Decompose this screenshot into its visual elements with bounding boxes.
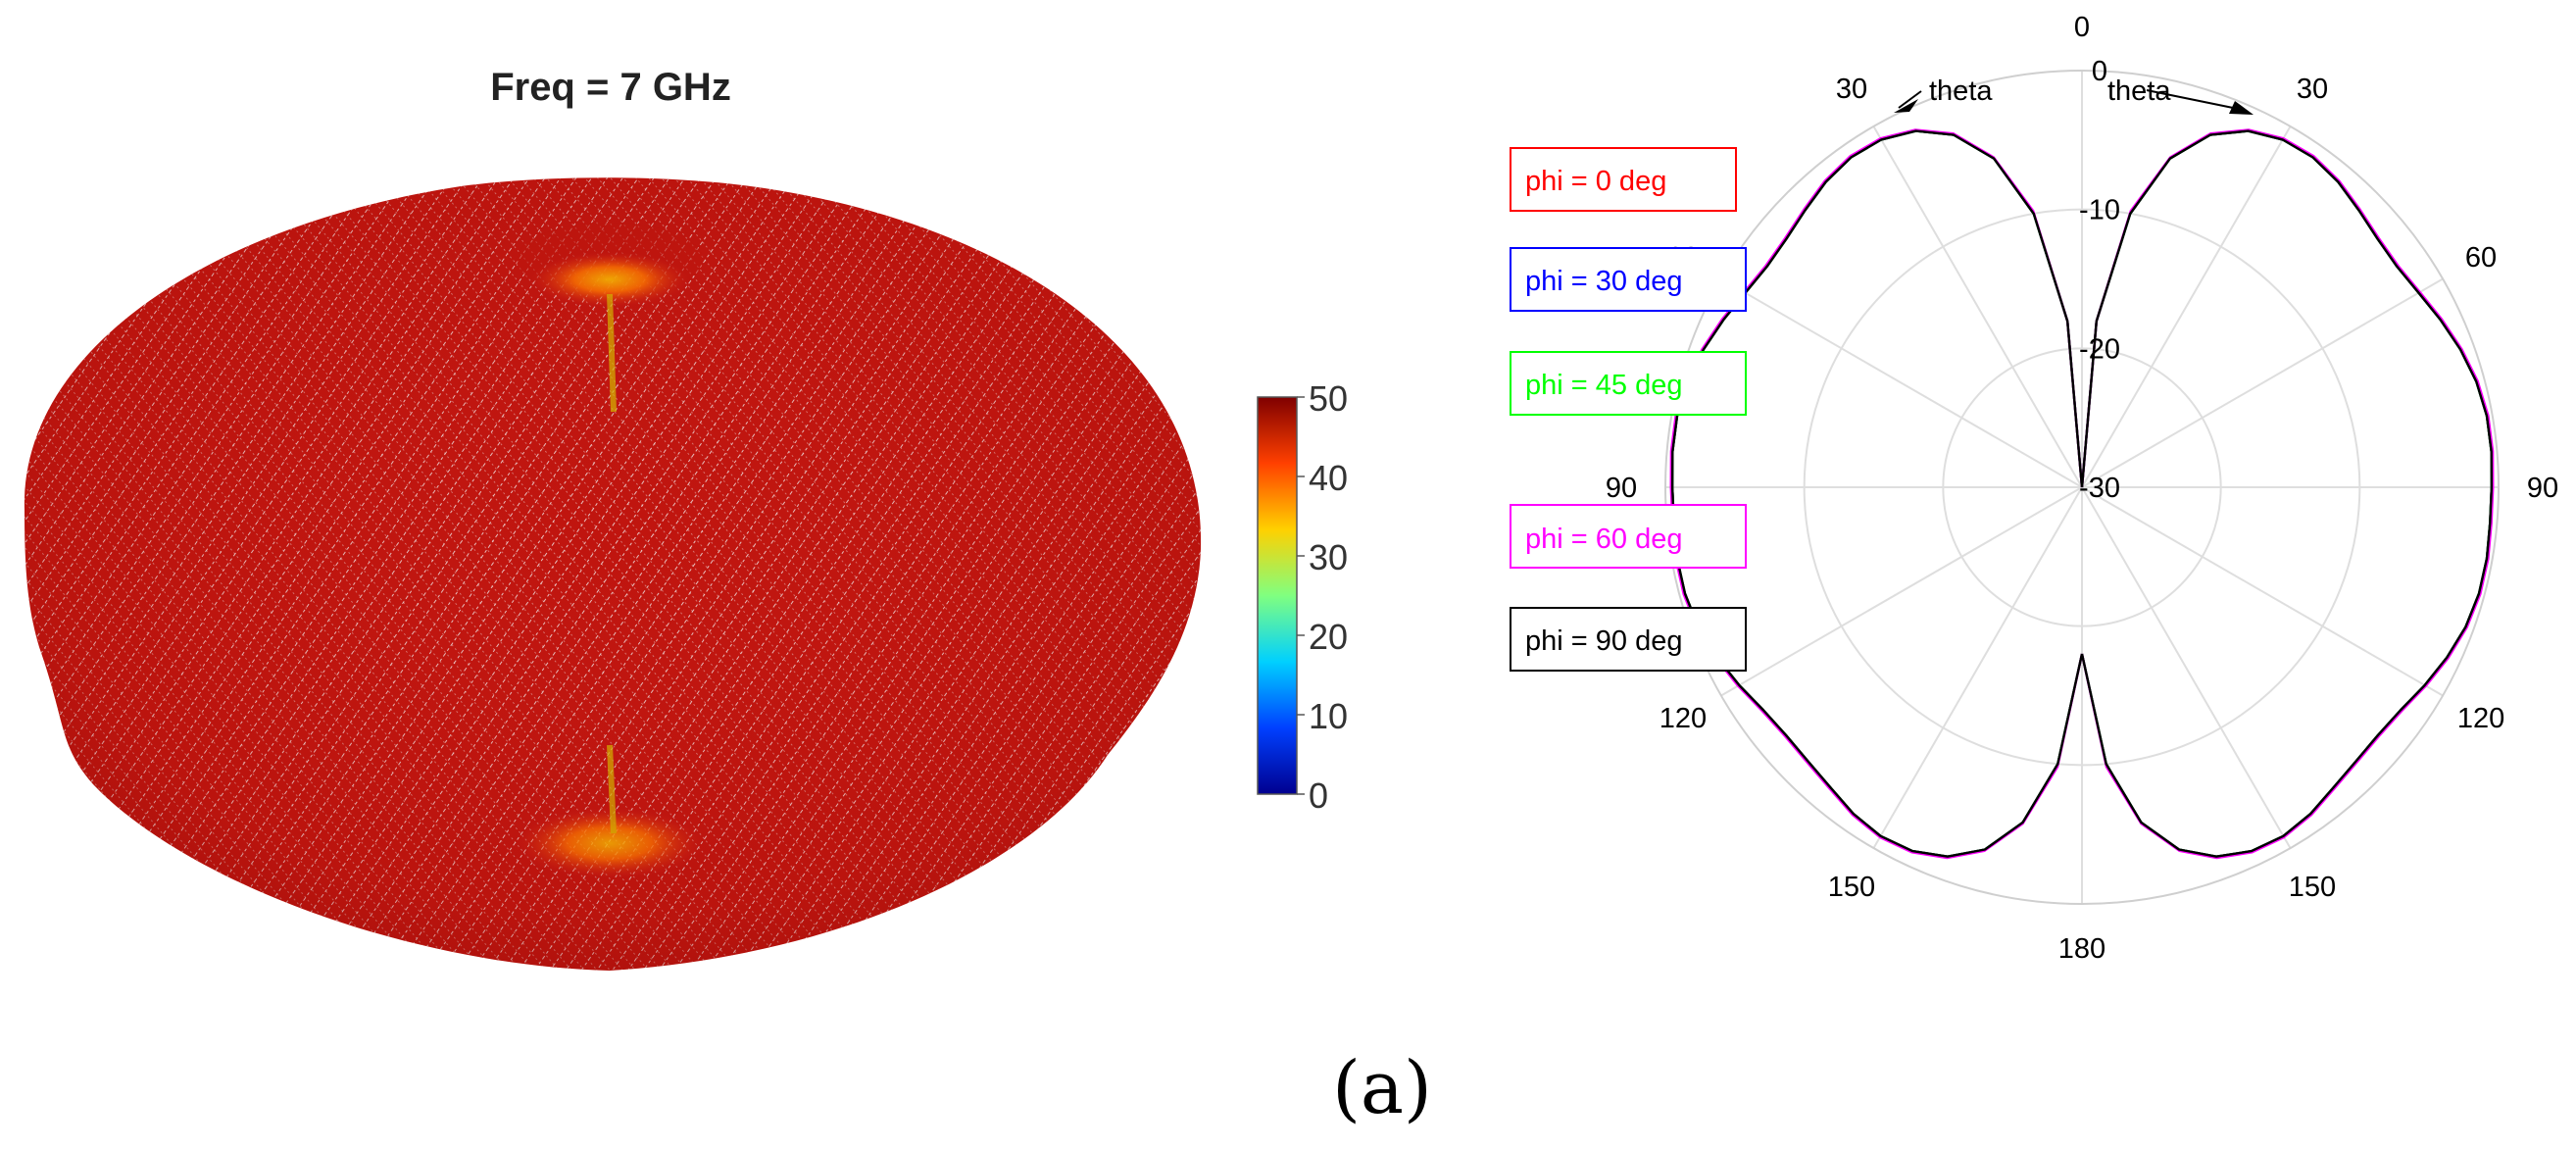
- radial-tick-label: -20: [2079, 333, 2120, 365]
- series-line: [2080, 129, 2494, 858]
- angle-tick-label: 60: [2465, 242, 2497, 274]
- polar-spoke: [2081, 486, 2292, 849]
- polar-spoke: [1720, 277, 2083, 488]
- legend: phi = 0 deg phi = 30 deg phi = 45 deg ph…: [1510, 147, 1747, 672]
- colorbar-tick-label: 50: [1309, 378, 1348, 419]
- colorbar: 0 10 20 30 40 50: [1257, 378, 1348, 816]
- angle-tick-label: 90: [2527, 473, 2558, 504]
- legend-label: phi = 30 deg: [1525, 266, 1682, 297]
- series-line: [1670, 129, 2084, 858]
- polar-grid: [1664, 70, 2500, 905]
- legend-entry: phi = 30 deg: [1510, 247, 1747, 312]
- colorbar-tick-label: 10: [1309, 696, 1348, 736]
- polar-spoke: [2081, 125, 2292, 488]
- series-line: [2080, 129, 2494, 858]
- theta-annotation-left: theta: [1894, 75, 1993, 113]
- polar-spoke: [1872, 125, 2083, 488]
- legend-entry: phi = 0 deg: [1510, 147, 1737, 212]
- angle-tick-label: 30: [1836, 74, 1867, 105]
- polar-series: [1669, 128, 2495, 860]
- radial-tick-label: 0: [2092, 56, 2107, 87]
- polar-ring: [1803, 208, 2361, 767]
- angle-tick-label: 30: [2297, 74, 2328, 105]
- surface-3d-plot: Freq = 7 GHz 0 10 20 30 40 50: [24, 66, 1348, 971]
- series-line: [2080, 128, 2495, 860]
- arrow-right-icon: [2229, 101, 2254, 115]
- polar-ring: [1942, 347, 2222, 627]
- series-line: [2080, 129, 2494, 858]
- colorbar-tick-label: 0: [1309, 775, 1328, 816]
- surface-title: Freq = 7 GHz: [490, 66, 731, 109]
- svg-text:theta: theta: [1929, 75, 1993, 107]
- series-line: [1669, 128, 2084, 860]
- legend-label: phi = 90 deg: [1525, 625, 1682, 657]
- angle-tick-label: 120: [1660, 703, 1707, 734]
- legend-box: [1510, 607, 1747, 672]
- series-line: [2080, 129, 2494, 858]
- angle-tick-label: 90: [1606, 473, 1637, 504]
- legend-entry: phi = 60 deg: [1510, 504, 1747, 569]
- series-line: [1670, 129, 2084, 858]
- legend-box: [1510, 351, 1747, 416]
- legend-entry: phi = 45 deg: [1510, 351, 1747, 416]
- polar-spoke: [2081, 486, 2444, 697]
- polar-ring: [1664, 70, 2500, 905]
- legend-label: phi = 0 deg: [1525, 166, 1666, 197]
- legend-box: [1510, 247, 1747, 312]
- colorbar-tick-label: 40: [1309, 458, 1348, 498]
- polar-spoke: [1720, 486, 2083, 697]
- angle-tick-label: 120: [2457, 703, 2504, 734]
- svg-text:theta: theta: [2107, 75, 2171, 107]
- angle-tick-label: 150: [2289, 872, 2336, 903]
- polar-spoke: [1872, 486, 2083, 849]
- legend-label: phi = 45 deg: [1525, 370, 1682, 401]
- colorbar-tick-label: 30: [1309, 537, 1348, 577]
- polar-plot: 03060901201501803060901201500-10-20-30 t…: [1510, 12, 2558, 965]
- radial-tick-label: -10: [2079, 195, 2120, 226]
- series-line: [1670, 129, 2084, 858]
- angle-tick-label: 180: [2058, 933, 2105, 965]
- polar-spoke: [2081, 277, 2444, 488]
- colorbar-tick-label: 20: [1309, 617, 1348, 657]
- surface-mesh: [24, 177, 1202, 971]
- theta-annotation-right: theta: [2107, 75, 2254, 115]
- legend-box: [1510, 504, 1747, 569]
- panel-label: (a): [1332, 1046, 1432, 1130]
- legend-entry: phi = 90 deg: [1510, 607, 1747, 672]
- radial-tick-label: -30: [2079, 473, 2120, 504]
- arrow-left-icon: [1894, 99, 1918, 113]
- angle-tick-label: 0: [2074, 12, 2090, 43]
- series-line: [1670, 129, 2084, 858]
- colorbar-gradient: [1257, 396, 1298, 795]
- angle-tick-label: 150: [1828, 872, 1875, 903]
- legend-label: phi = 60 deg: [1525, 524, 1682, 555]
- legend-box: [1510, 147, 1737, 212]
